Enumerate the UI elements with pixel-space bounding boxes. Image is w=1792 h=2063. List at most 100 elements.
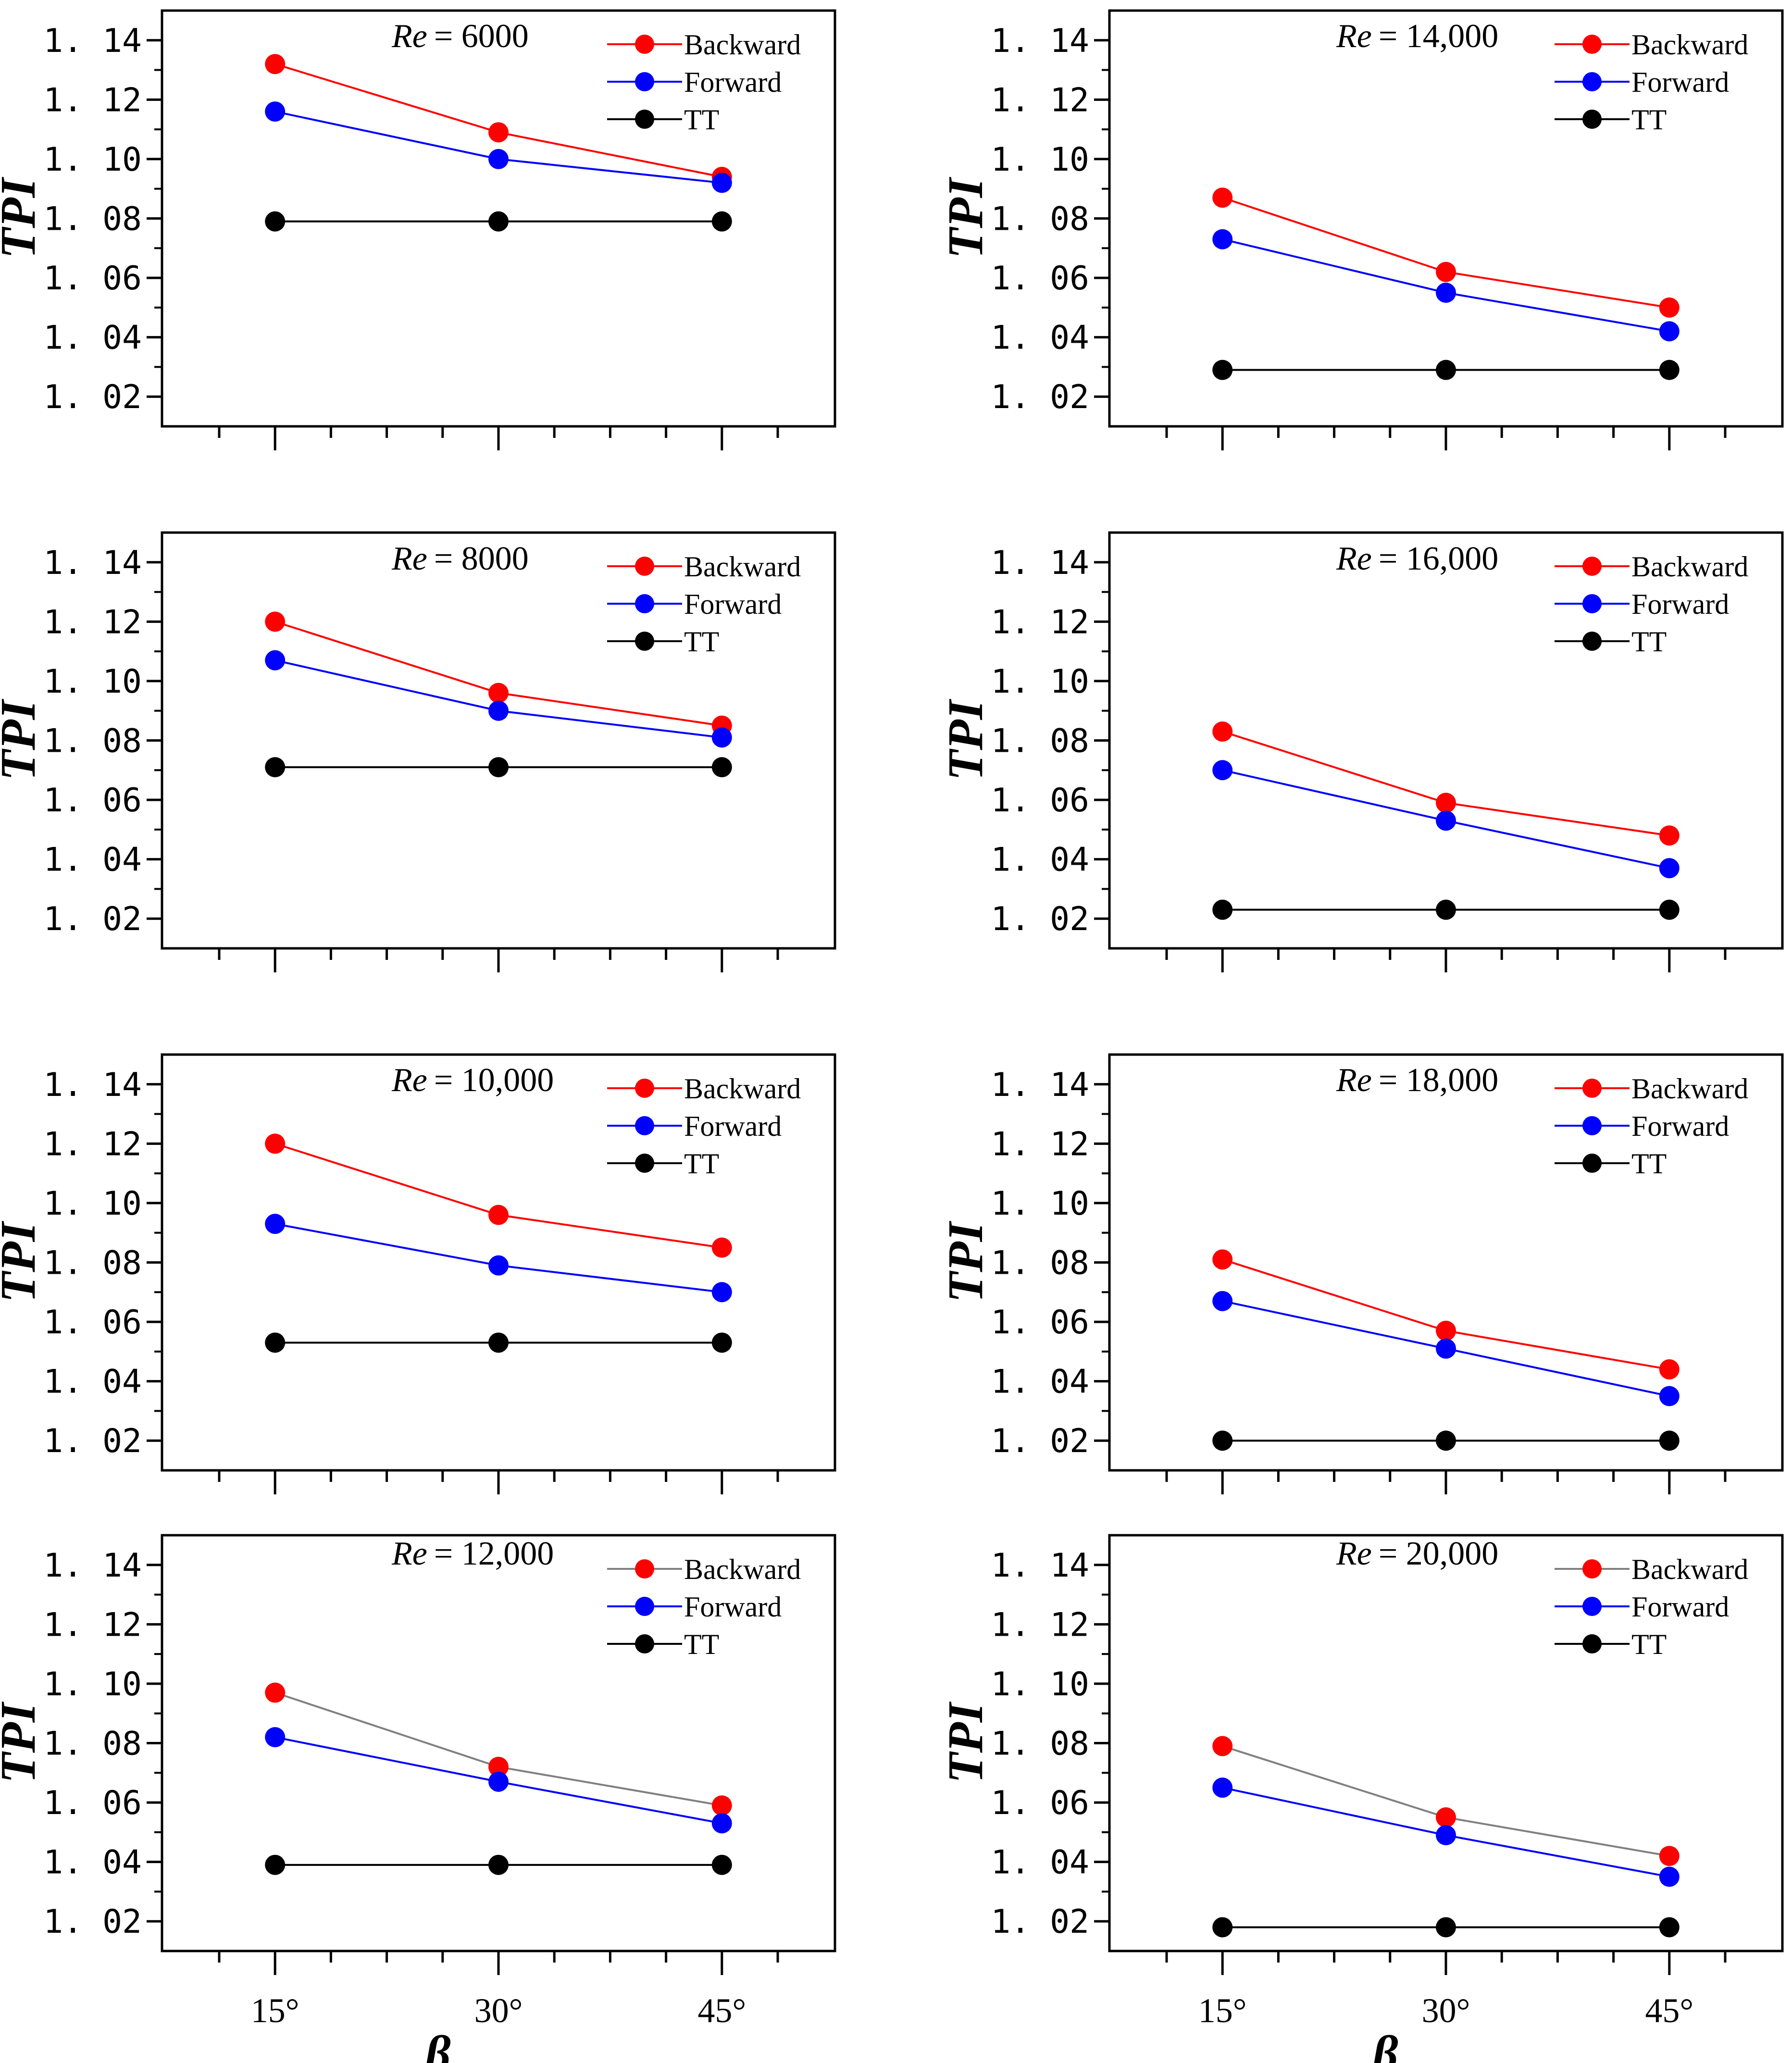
data-point [1212, 721, 1233, 742]
re-value: = 14,000 [1379, 18, 1498, 55]
x-tick-label: 30° [1422, 1991, 1470, 2030]
x-tick-label: 15° [1198, 1991, 1247, 2030]
legend-swatch-marker [1582, 1079, 1602, 1098]
y-tick-label: 1. 10 [43, 1185, 142, 1223]
series-tt [1212, 1917, 1680, 1938]
data-point [265, 1214, 286, 1234]
y-tick-label: 1. 08 [43, 722, 142, 760]
y-tick-label: 1. 02 [43, 378, 142, 416]
legend-swatch-marker [635, 35, 654, 54]
x-tick-label: 45° [1645, 1991, 1693, 2030]
y-tick-label: 1. 02 [43, 1903, 142, 1941]
data-point [265, 1682, 286, 1703]
legend-label: Forward [1631, 66, 1729, 98]
data-point [1436, 1807, 1456, 1827]
y-tick-label: 1. 06 [43, 1304, 142, 1342]
re-value: = 10,000 [434, 1062, 554, 1099]
legend-swatch-marker [635, 1559, 654, 1578]
y-tick-label: 1. 14 [991, 544, 1089, 582]
y-axis-label: TPI [0, 1701, 46, 1783]
legend-label: TT [684, 1628, 719, 1660]
data-point [488, 1205, 509, 1225]
data-point [1436, 899, 1456, 920]
data-point [711, 1795, 732, 1816]
data-point [711, 1282, 732, 1303]
data-point [1659, 1866, 1680, 1887]
data-point [1659, 1386, 1680, 1406]
legend-swatch-marker [635, 1116, 654, 1135]
y-tick-label: 1. 12 [991, 81, 1089, 119]
chart-panel: 1. 02 1. 04 1. 06 1. 08 1. 10 1. 12 1. 14 TPI Re… [938, 531, 1784, 972]
y-tick-label: 1. 04 [991, 319, 1089, 357]
y-tick-label: 1. 12 [43, 81, 142, 119]
x-tick-label: 45° [697, 1991, 746, 2030]
legend-label: Forward [684, 588, 782, 620]
re-symbol: Re [1336, 1535, 1372, 1572]
y-tick-label: 1. 10 [991, 1665, 1089, 1703]
data-point [1659, 1846, 1680, 1866]
chart-panel: 1. 02 1. 04 1. 06 1. 08 1. 10 1. 12 1. 14 TPI Re… [938, 9, 1784, 450]
legend-swatch-marker [1582, 1634, 1602, 1653]
legend-label: Backward [1631, 551, 1748, 583]
y-tick-label: 1. 04 [43, 319, 142, 357]
y-tick-label: 1. 12 [991, 1125, 1089, 1163]
series-backward [1212, 1736, 1680, 1866]
y-tick-label: 1. 08 [991, 200, 1089, 238]
legend-swatch-marker [635, 594, 654, 613]
legend-swatch-marker [1582, 1154, 1602, 1173]
chart-panel: 1. 02 1. 04 1. 06 1. 08 1. 10 1. 12 1. 14 TPI Re… [0, 531, 836, 972]
y-tick-label: 1. 14 [43, 1066, 142, 1104]
legend-label: Backward [1631, 29, 1748, 61]
data-point [488, 211, 509, 232]
data-point [488, 1756, 509, 1777]
x-axis-label: β [1370, 2026, 1398, 2063]
data-point [711, 757, 732, 778]
legend-swatch-marker [1582, 1116, 1602, 1135]
y-tick-label: 1. 12 [43, 1125, 142, 1163]
y-tick-label: 1. 02 [991, 1422, 1089, 1460]
legend-label: TT [1631, 1628, 1667, 1660]
y-tick-label: 1. 14 [991, 22, 1089, 60]
y-tick-label: 1. 12 [991, 603, 1089, 641]
series-tt [265, 1854, 732, 1875]
data-point [711, 1813, 732, 1834]
y-tick-label: 1. 02 [991, 900, 1089, 938]
legend-label: Forward [684, 66, 782, 98]
data-point [711, 173, 732, 193]
x-tick-label: 15° [251, 1991, 299, 2030]
data-point [1436, 1825, 1456, 1846]
data-point [1659, 825, 1680, 846]
data-point [1436, 1430, 1456, 1451]
series-backward [1212, 187, 1680, 318]
legend-swatch-marker [1582, 1559, 1602, 1578]
y-axis-label: TPI [938, 1220, 993, 1303]
data-point [265, 650, 286, 671]
y-tick-label: 1. 10 [991, 141, 1089, 179]
series-tt [1212, 360, 1680, 380]
re-value: = 8000 [434, 540, 529, 577]
y-tick-label: 1. 04 [43, 1363, 142, 1401]
data-point [1659, 858, 1680, 879]
data-point [1212, 1291, 1233, 1311]
y-tick-label: 1. 10 [991, 663, 1089, 701]
y-axis-label: TPI [938, 698, 993, 781]
y-axis-label: TPI [0, 1220, 46, 1303]
legend-swatch-marker [635, 1154, 654, 1173]
y-tick-label: 1. 10 [991, 1185, 1089, 1223]
x-axis-label: β [423, 2026, 450, 2063]
data-point [711, 211, 732, 232]
series-backward [265, 54, 732, 187]
y-tick-label: 1. 12 [991, 1606, 1089, 1644]
legend-label: Backward [684, 29, 801, 61]
legend-label: TT [1631, 1148, 1667, 1180]
series-tt [1212, 899, 1680, 920]
legend-label: TT [684, 104, 719, 136]
data-point [711, 727, 732, 748]
y-tick-label: 1. 06 [991, 260, 1089, 298]
y-tick-label: 1. 04 [991, 1844, 1089, 1882]
series-forward [1212, 760, 1680, 879]
legend-label: Forward [1631, 588, 1729, 620]
x-tick-label: 30° [474, 1991, 523, 2030]
re-annotation: Re = 8000 [391, 540, 529, 577]
